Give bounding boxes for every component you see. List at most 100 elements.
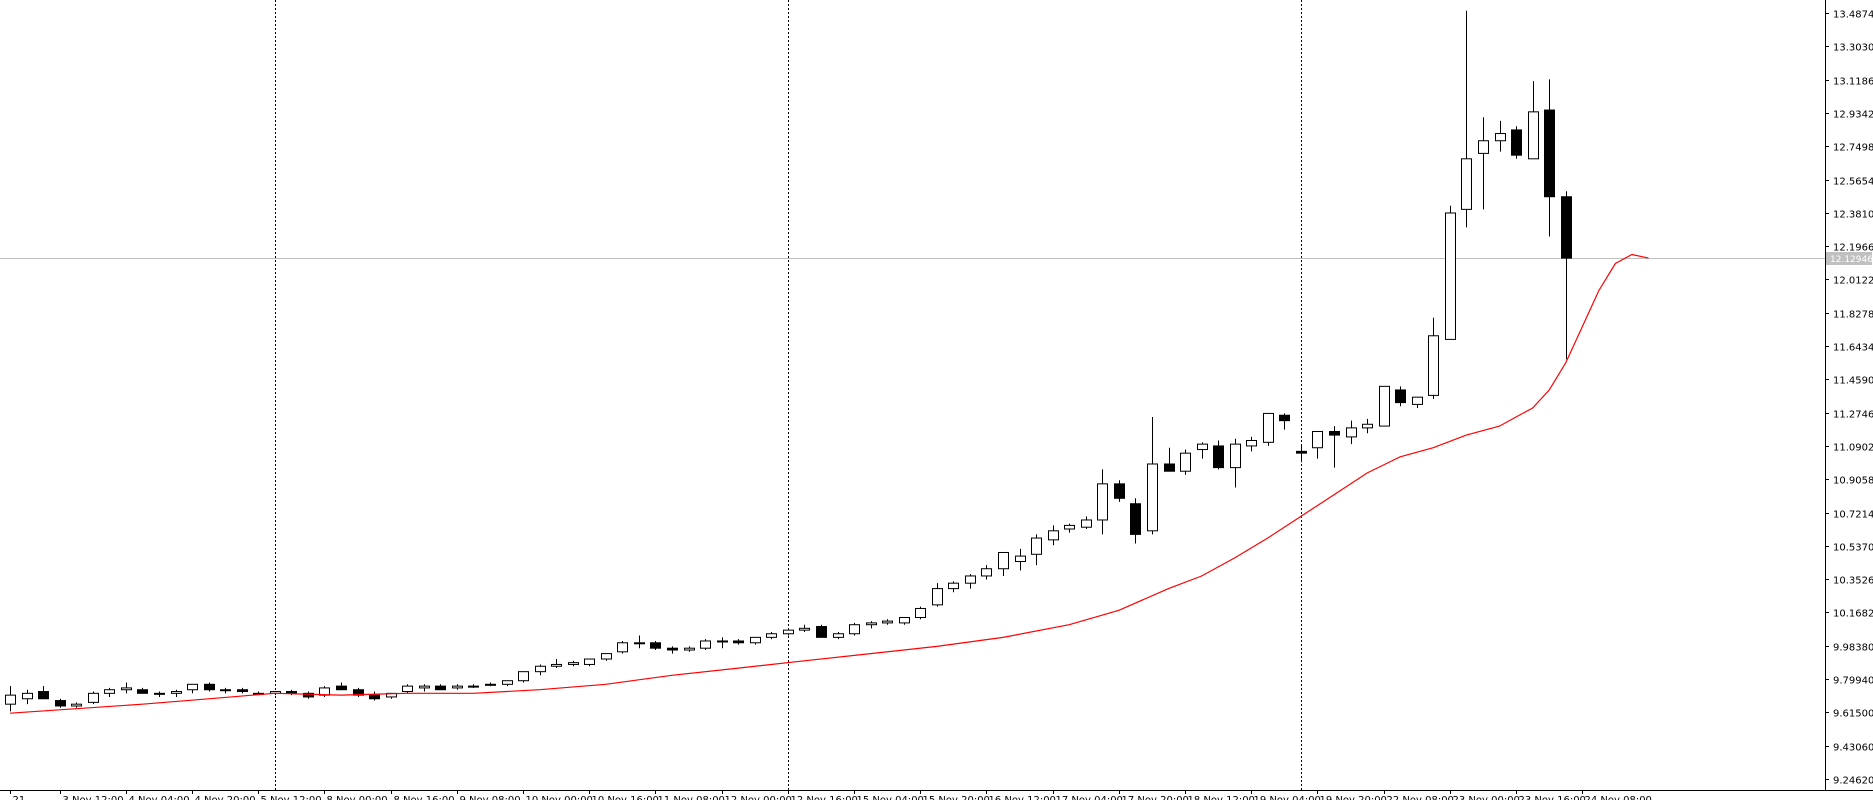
candle-body-bullish: [71, 703, 82, 707]
price-tick-label: 12.19660: [1833, 243, 1873, 254]
price-tick-label: 13.30300: [1833, 43, 1873, 54]
candle-body-bullish: [1461, 158, 1472, 210]
current-price-label-bg: [1826, 252, 1872, 265]
time-tick-label: 11 Nov 08:00: [658, 795, 725, 800]
candle-body-bearish: [1511, 129, 1522, 156]
candle-body-bullish: [121, 687, 132, 691]
price-tick-label: 13.48740: [1833, 10, 1873, 21]
candle-body-bullish: [1015, 555, 1026, 563]
candle-body-bullish: [849, 624, 860, 635]
time-tick-label: 23 Nov 16:00: [1519, 795, 1586, 800]
candle-body-bullish: [617, 642, 628, 653]
candle-body-bullish: [1197, 443, 1208, 451]
candle-body-bullish: [485, 683, 496, 686]
current-price-label: 12.12946: [1826, 252, 1873, 265]
price-tick-label: 11.45900: [1833, 376, 1873, 387]
time-tick-label: 8 Nov 16:00: [394, 795, 455, 800]
time-tick-label: 3 Nov 12:00: [63, 795, 124, 800]
price-tick-label: 10.53700: [1833, 543, 1873, 554]
candle-body-bullish: [1312, 430, 1323, 449]
time-tick-label: 24 Nov 08:00: [1585, 795, 1652, 800]
price-tick-label: 13.11860: [1833, 77, 1873, 88]
candle-body-bearish: [336, 685, 347, 691]
time-scale[interactable]: 21 3 Nov 12:00 4 Nov 04:00 4 Nov 20:00 5 Nov…: [10, 790, 1652, 800]
candle-body-bullish: [866, 622, 877, 626]
candle-body-bullish: [1031, 537, 1042, 555]
candle-body-bullish: [833, 633, 844, 638]
price-tick-label: 9.79940: [1833, 676, 1873, 687]
candle-body-bullish: [1379, 385, 1390, 427]
price-tick-label: 9.61500: [1833, 709, 1873, 720]
candle-body-bullish: [154, 692, 165, 695]
candle-body-bullish: [766, 633, 777, 638]
price-tick-label: 11.82780: [1833, 310, 1873, 321]
candle-body-bullish: [1081, 519, 1092, 528]
time-tick-label: 10 Nov 00:00: [526, 795, 593, 800]
price-tick-label: 9.43060: [1833, 743, 1873, 754]
price-tick-label: 10.35260: [1833, 576, 1873, 587]
candle-body-bearish: [1296, 450, 1307, 454]
candle-body-bullish: [1230, 443, 1241, 469]
time-tick-label: 21: [13, 795, 26, 800]
candle-body-bullish: [700, 640, 711, 649]
candle-body-bullish: [551, 663, 562, 667]
time-tick-label: 23 Nov 00:00: [1453, 795, 1520, 800]
candle-body-bullish: [1362, 423, 1373, 429]
candle-body-bullish: [948, 582, 959, 590]
candle-body-bullish: [717, 640, 728, 643]
candle-body-bullish: [1097, 483, 1108, 521]
candle-body-bullish: [799, 627, 810, 631]
candle-body-bearish: [1130, 503, 1141, 535]
time-tick-label: 12 Nov 16:00: [791, 795, 858, 800]
candle-body-bullish: [1064, 524, 1075, 530]
candle-body-bullish: [965, 575, 976, 584]
candle-body-bullish: [568, 662, 579, 665]
moving-average: [9, 253, 1649, 714]
time-tick-label: 17 Nov 20:00: [1122, 795, 1189, 800]
price-tick-label: 12.38100: [1833, 210, 1873, 221]
price-tick-label: 10.72140: [1833, 510, 1873, 521]
candle-body-bearish: [1164, 463, 1175, 472]
candle-body-bullish: [1147, 463, 1158, 532]
candle-body-bullish: [22, 692, 33, 700]
time-tick-label: 5 Nov 12:00: [261, 795, 322, 800]
time-tick-label: 15 Nov 20:00: [923, 795, 990, 800]
time-tick-label: 22 Nov 08:00: [1387, 795, 1454, 800]
time-tick-label: 4 Nov 20:00: [195, 795, 256, 800]
time-tick-label: 19 Nov 20:00: [1320, 795, 1387, 800]
candle-body-bearish: [137, 689, 148, 694]
time-tick-label: 17 Nov 04:00: [1056, 795, 1123, 800]
candle-body-bearish: [1114, 483, 1125, 499]
time-tick-label: 4 Nov 04:00: [129, 795, 190, 800]
candle-body-bullish: [932, 588, 943, 606]
candle-body-bearish: [38, 691, 49, 700]
candle-body-bullish: [5, 694, 16, 705]
price-tick-label: 11.64340: [1833, 343, 1873, 354]
candle-body-bullish: [402, 685, 413, 693]
time-tick-label: 19 Nov 04:00: [1254, 795, 1321, 800]
candle-body-bearish: [369, 694, 380, 700]
candle-body-bullish: [220, 689, 231, 692]
price-tick-label: 12.01220: [1833, 276, 1873, 287]
candle-body-bullish: [419, 685, 430, 689]
candle-body-bullish: [601, 653, 612, 660]
candles: [5, 10, 1572, 712]
candle-body-bearish: [816, 626, 827, 638]
candle-body-bullish: [899, 616, 910, 624]
candle-body-bullish: [187, 683, 198, 691]
candle-body-bearish: [303, 692, 314, 698]
current-price-label-text: 12.12946: [1830, 255, 1873, 265]
price-tick-label: 11.09020: [1833, 443, 1873, 454]
price-scale[interactable]: 13.48740 13.30300 13.11860 12.93420 12.74980…: [1825, 10, 1873, 787]
candle-body-bullish: [915, 607, 926, 618]
candle-body-bullish: [452, 685, 463, 689]
candle-body-bearish: [237, 689, 248, 693]
price-tick-label: 12.74980: [1833, 143, 1873, 154]
candle-body-bullish: [1495, 133, 1506, 142]
time-tick-label: 10 Nov 16:00: [592, 795, 659, 800]
candle-body-bullish: [1246, 440, 1257, 447]
candle-body-bullish: [1445, 212, 1456, 340]
